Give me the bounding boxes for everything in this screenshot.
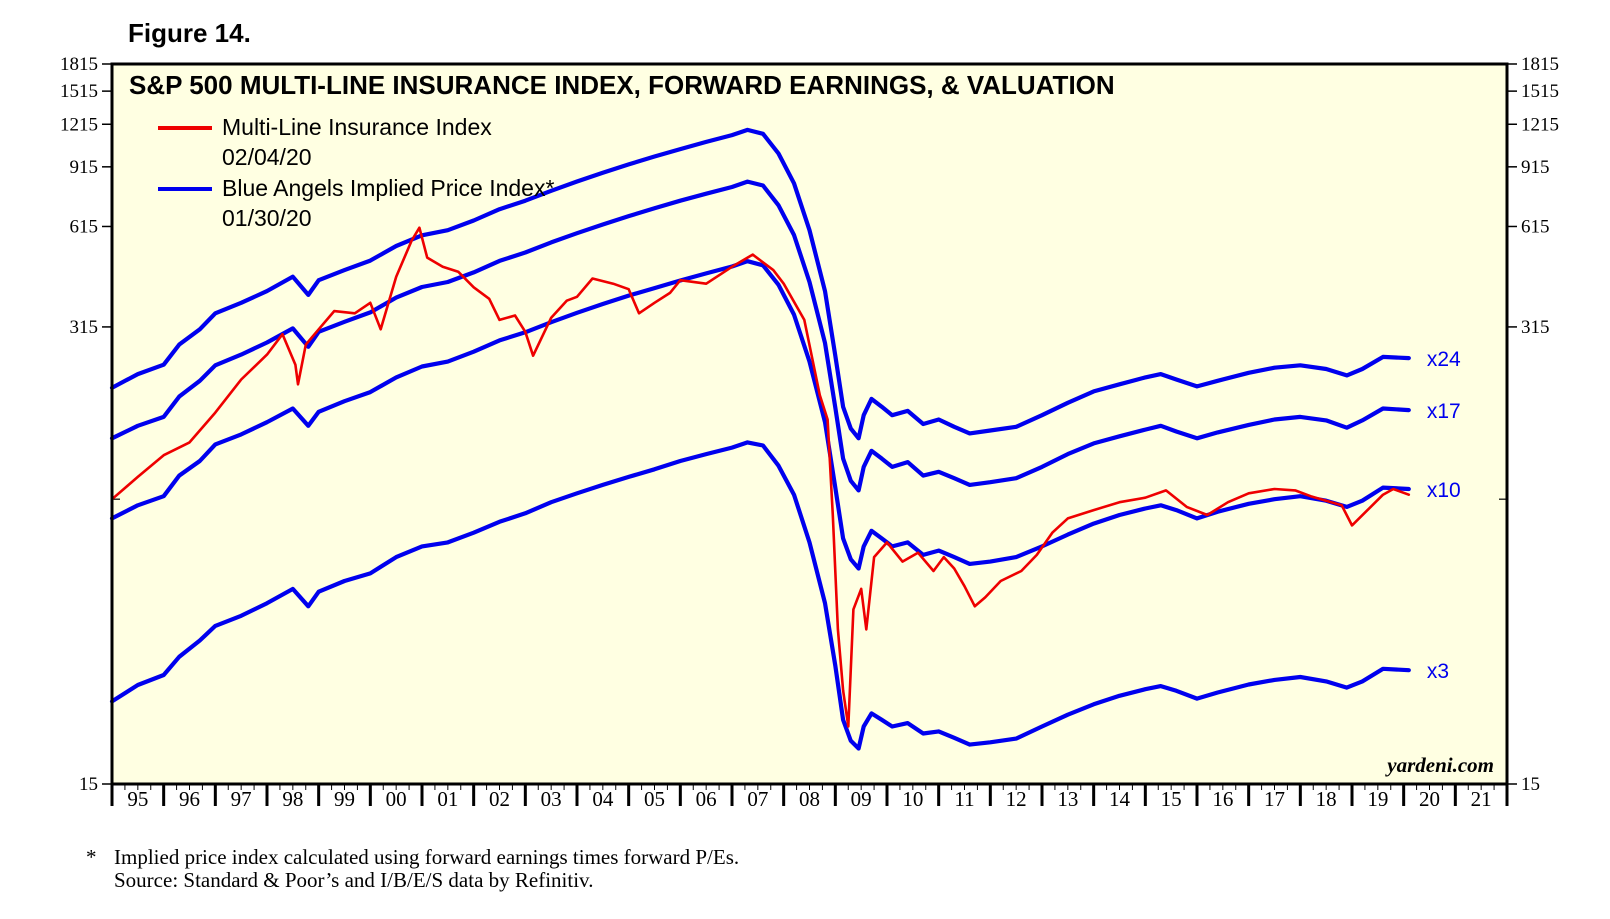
x-tick-label: 96: [179, 787, 200, 811]
x-tick-label: 16: [1212, 787, 1233, 811]
footnote: * Implied price index calculated using fo…: [86, 846, 739, 892]
series-end-label-x24: x24: [1427, 348, 1461, 371]
series-end-label-x17: x17: [1427, 400, 1461, 423]
series-line-implied-price-x3: [109, 440, 1411, 751]
series-end-label-x10: x10: [1427, 479, 1461, 502]
y-tick-label-right: 615: [1521, 216, 1550, 237]
series-line-implied-price-x17: [109, 179, 1411, 493]
x-tick-label: 01: [437, 787, 458, 811]
x-tick-label: 20: [1419, 787, 1440, 811]
y-axis-right: 15 315 615 915 1215 1515 1815: [1507, 54, 1559, 795]
footnote-line1: Implied price index calculated using for…: [114, 845, 740, 869]
x-tick-label: 19: [1367, 787, 1388, 811]
series-line-implied-price-x10: [109, 259, 1411, 571]
x-tick-label: 03: [541, 787, 562, 811]
x-tick-label: 12: [1006, 787, 1027, 811]
y-axis-left: 15 315 615 915 1215 1515 1815: [60, 54, 112, 795]
x-tick-label: 04: [592, 787, 614, 811]
plot-frame: [110, 62, 1509, 786]
x-tick-label: 17: [1264, 787, 1285, 811]
legend-label-blue-angels: Blue Angels Implied Price Index*: [222, 175, 554, 201]
x-tick-label: 14: [1109, 787, 1131, 811]
x-tick-label: 97: [231, 787, 252, 811]
legend-label-insurance: Multi-Line Insurance Index: [222, 114, 492, 140]
x-tick-label: 13: [1057, 787, 1078, 811]
x-tick-label: 21: [1471, 787, 1492, 811]
x-tick-label: 18: [1316, 787, 1337, 811]
x-tick-label: 98: [282, 787, 303, 811]
x-tick-label: 08: [799, 787, 820, 811]
x-tick-label: 99: [334, 787, 355, 811]
x-tick-label: 95: [127, 787, 148, 811]
series-line-multi-line-insurance-index: [110, 226, 1411, 728]
series-line-implied-price-x24: [109, 127, 1411, 441]
x-tick-label: 06: [696, 787, 717, 811]
y-tick-label-right: 1815: [1521, 54, 1559, 75]
x-tick-label: 05: [644, 787, 665, 811]
x-axis: 95 96 97 98 99 00 01 02 03 04 05 06 07 08 09 10 11 12 13 14…: [110, 784, 1509, 811]
y-tick-label-left: 615: [70, 216, 99, 237]
series-layer: [109, 127, 1411, 751]
x-tick-label: 11: [954, 787, 974, 811]
x-tick-label: 07: [747, 787, 768, 811]
y-tick-label-left: 315: [70, 317, 99, 338]
y-tick-label-left: 1215: [60, 114, 98, 135]
x-tick-label: 00: [386, 787, 407, 811]
legend: Multi-Line Insurance Index 02/04/20 Blue…: [158, 114, 554, 231]
x-tick-label: 02: [489, 787, 510, 811]
y-tick-label-right: 315: [1521, 317, 1550, 338]
y-tick-label-right: 915: [1521, 157, 1550, 178]
series-end-label-x3: x3: [1427, 660, 1449, 683]
footnote-line2: Source: Standard & Poor’s and I/B/E/S da…: [114, 868, 594, 892]
plot-background: [112, 64, 1507, 784]
y-tick-label-left: 1815: [60, 54, 98, 75]
chart-title: S&P 500 MULTI-LINE INSURANCE INDEX, FORW…: [129, 70, 1115, 100]
y-tick-label-left: 15: [79, 774, 98, 795]
footnote-star: *: [86, 845, 97, 869]
y-tick-label-right: 1515: [1521, 81, 1559, 102]
y-tick-label-right: 1215: [1521, 114, 1559, 135]
x-tick-label: 09: [851, 787, 872, 811]
legend-date-insurance: 02/04/20: [222, 144, 312, 170]
y-tick-label-left: 915: [70, 157, 99, 178]
x-tick-label: 15: [1161, 787, 1182, 811]
credit: yardeni.com: [1384, 753, 1494, 777]
y-tick-label-right: 15: [1521, 774, 1540, 795]
series-labels: x24 x17 x10 x3: [1427, 348, 1461, 683]
y-tick-label-left: 1515: [60, 81, 98, 102]
x-tick-label: 10: [902, 787, 923, 811]
legend-date-blue-angels: 01/30/20: [222, 205, 312, 231]
figure-label: Figure 14.: [128, 18, 251, 48]
